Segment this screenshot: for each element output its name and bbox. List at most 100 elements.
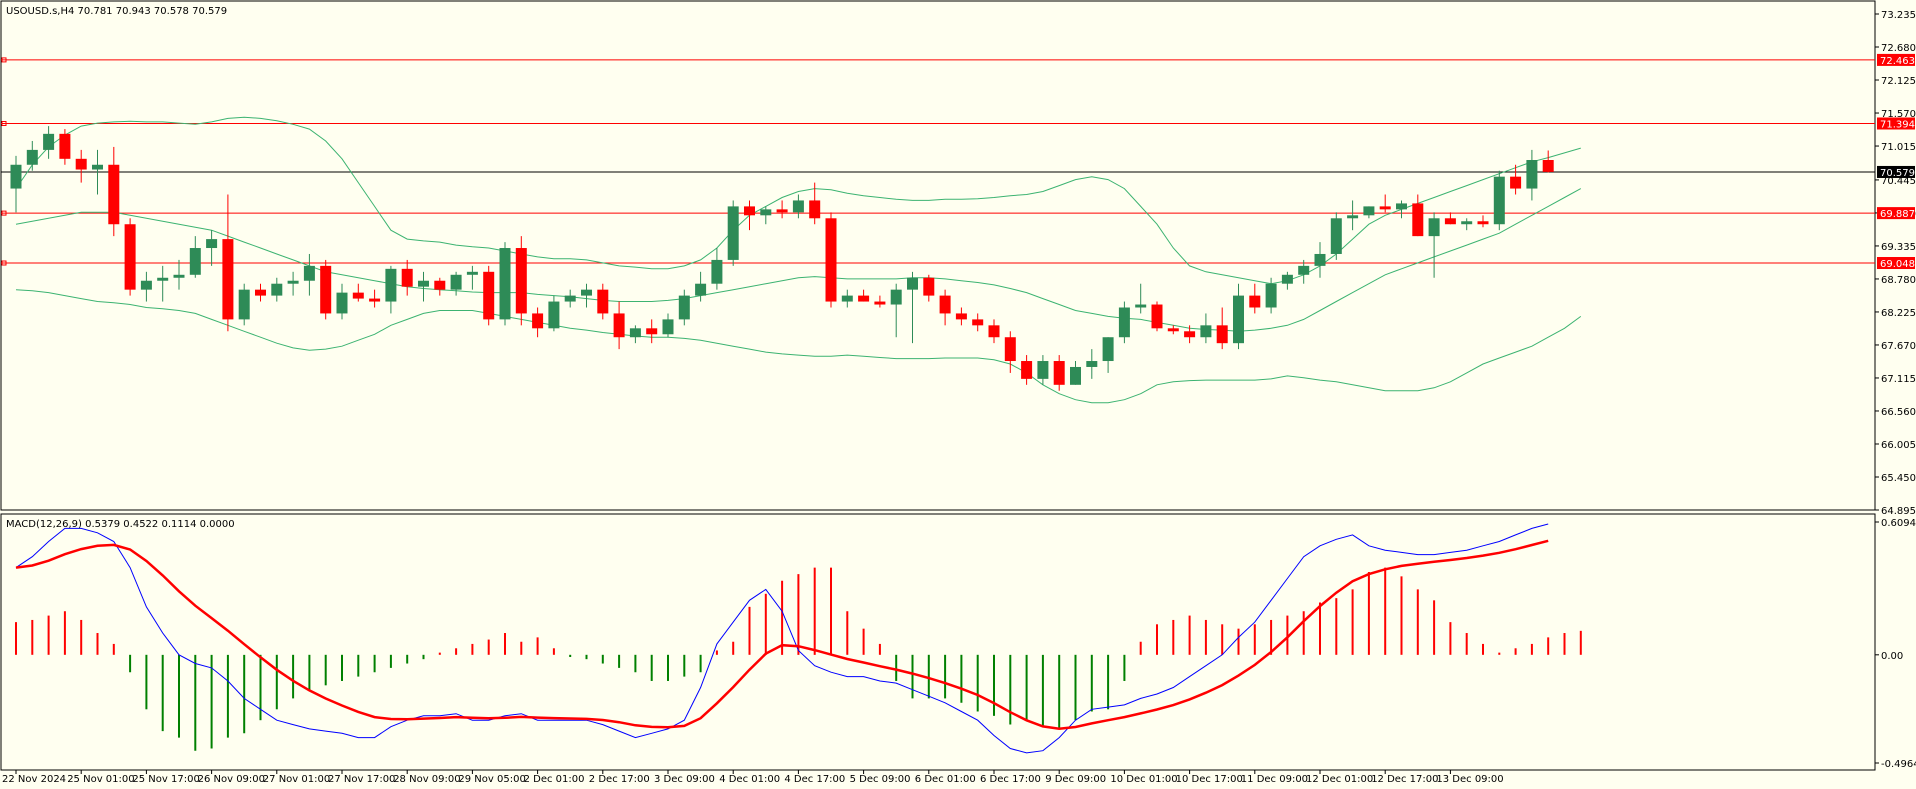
candle-body (287, 280, 299, 284)
candlesticks (10, 126, 1554, 391)
candle (858, 289, 870, 302)
level-anchor (1, 210, 7, 216)
candle (1249, 283, 1261, 314)
candle (418, 271, 429, 302)
candle-body (1004, 337, 1016, 362)
current-price-label: 70.579 (1880, 168, 1915, 179)
time-tick-label: 2 Dec 17:00 (589, 774, 650, 785)
candle (124, 218, 136, 296)
price-tick-label: 68.225 (1881, 308, 1916, 319)
candle (1151, 301, 1163, 332)
candle-body (809, 200, 821, 219)
price-tick-label: 73.235 (1881, 10, 1916, 21)
price-tick-label: 68.780 (1881, 275, 1916, 286)
candle-body (695, 283, 707, 296)
candle (744, 200, 755, 231)
candle-body (939, 295, 951, 314)
horizontal-levels: 72.463 71.394 69.887 69.048 70.579 (1, 53, 1915, 270)
candle-body (59, 133, 71, 159)
candle (255, 283, 266, 302)
level-label: 71.394 (1880, 119, 1915, 130)
time-tick-label: 26 Nov 09:00 (198, 774, 265, 785)
candle (1167, 325, 1179, 335)
candle (10, 155, 22, 213)
candle-body (874, 301, 886, 305)
level-tag (1877, 117, 1915, 130)
candle (1542, 150, 1554, 173)
time-tick-label: 4 Dec 01:00 (719, 774, 780, 785)
candle (206, 230, 218, 266)
price-tick-label: 71.015 (1881, 142, 1916, 153)
price-tick-label: 67.670 (1881, 341, 1916, 352)
time-tick-label: 28 Nov 09:00 (393, 774, 460, 785)
candle-body (711, 259, 723, 284)
candle (1233, 283, 1244, 350)
candle-body (92, 164, 103, 170)
candle (499, 242, 511, 326)
candle-body (1461, 221, 1473, 225)
candle-body (336, 292, 348, 314)
candle (988, 319, 1000, 344)
candle-body (678, 295, 690, 320)
candle-body (108, 164, 120, 225)
candle (564, 289, 576, 308)
level-label: 72.463 (1880, 56, 1915, 67)
price-tick-label: 66.560 (1881, 407, 1916, 418)
candle (939, 289, 951, 326)
candle (792, 194, 804, 219)
candle-body (483, 271, 495, 320)
level-tag (1877, 53, 1915, 66)
candle-body (1021, 361, 1033, 379)
price-tick-label: 70.445 (1881, 176, 1916, 187)
macd-line (15, 523, 1549, 754)
candle (140, 271, 152, 302)
candle (1314, 242, 1326, 278)
candle (385, 265, 397, 314)
time-tick-label: 27 Nov 01:00 (263, 774, 330, 785)
signal-line (15, 539, 1549, 730)
candle (1281, 271, 1293, 290)
candle (173, 259, 185, 290)
candle-body (303, 265, 315, 281)
candle-body (1184, 331, 1196, 338)
candle (1102, 337, 1114, 373)
price-pane-frame (0, 0, 1876, 511)
candle (157, 265, 169, 302)
time-tick-label: 10 Dec 01:00 (1110, 774, 1177, 785)
candle (108, 146, 120, 237)
candle-body (532, 313, 544, 329)
candle (320, 259, 332, 320)
macd-tick-label: 0.00 (1881, 651, 1903, 662)
time-tick-label: 12 Dec 01:00 (1306, 774, 1373, 785)
candle (613, 301, 625, 350)
candle-body (907, 277, 918, 290)
lower-band (15, 289, 1582, 404)
candle-body (189, 248, 201, 275)
candle-body (564, 295, 576, 302)
candle (483, 265, 495, 326)
candle (727, 200, 739, 266)
candle (597, 283, 609, 320)
candle-body (255, 289, 266, 296)
price-tick-label: 71.570 (1881, 109, 1916, 120)
candle (1135, 283, 1147, 314)
candle-body (1330, 218, 1342, 254)
price-tick-label: 72.125 (1881, 76, 1916, 87)
current-price-tag (1877, 165, 1915, 178)
candle-body (75, 158, 87, 170)
candle (629, 325, 641, 344)
candle-body (646, 328, 658, 335)
level-anchor (1, 57, 7, 63)
candle (1298, 259, 1310, 284)
candle-body (43, 133, 55, 150)
candle-body (841, 295, 853, 302)
candle-body (1444, 218, 1456, 225)
candle-body (1102, 337, 1114, 362)
candle (1021, 355, 1033, 385)
macd-tick-label: -0.4964 (1881, 759, 1916, 770)
candle (646, 319, 658, 344)
candle-body (26, 149, 38, 165)
candle-body (499, 248, 511, 320)
candle (1477, 215, 1489, 228)
